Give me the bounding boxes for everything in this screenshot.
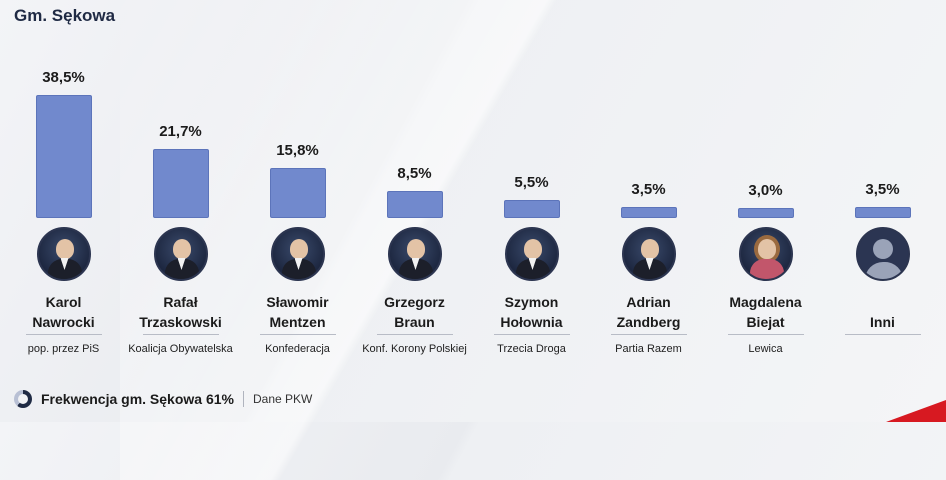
bar-6: [620, 206, 677, 218]
candidate-party: Partia Razem: [615, 343, 682, 355]
name-separator: [25, 334, 102, 335]
value-label: 8,5%: [397, 164, 432, 182]
candidate-first-name: Grzegorz: [384, 294, 445, 310]
turnout-ring-icon: [14, 390, 32, 408]
candidate-photo-icon: [504, 227, 559, 281]
name-separator: [610, 334, 687, 335]
candidate-last-name: Zandberg: [616, 314, 681, 330]
value-label: 38,5%: [42, 69, 85, 86]
bar-1: [35, 95, 92, 218]
footer-divider: [242, 391, 244, 407]
name-separator: [493, 334, 570, 335]
value-label: 21,7%: [159, 122, 202, 140]
candidate-photo-icon: [387, 227, 442, 281]
name-separator: [376, 334, 453, 335]
candidate-party: Trzecia Droga: [497, 343, 566, 355]
generic-person-icon: [855, 227, 910, 281]
value-label: 15,8%: [276, 141, 319, 159]
candidate-photo-icon: [153, 227, 208, 281]
candidate-party: Koalicja Obywatelska: [128, 343, 233, 355]
bar-7: [737, 208, 794, 218]
candidate-last-name: Inni: [870, 314, 895, 330]
bar-3: [269, 167, 326, 218]
name-separator: [142, 334, 219, 335]
turnout-label: Frekwencja gm. Sękowa 61%: [41, 391, 234, 407]
candidate-party: Konfederacja: [265, 343, 330, 355]
candidate-last-name: Nawrocki: [32, 314, 95, 330]
candidate-last-name: Mentzen: [269, 314, 326, 330]
candidate-first-name: Adrian: [626, 294, 671, 310]
bar-5: [503, 200, 560, 218]
value-label: 3,0%: [748, 182, 783, 199]
candidate-photo-icon: [738, 227, 793, 281]
candidate-photo-icon: [621, 227, 676, 281]
candidate-last-name: Biejat: [746, 314, 785, 330]
candidate-first-name: Sławomir: [266, 294, 329, 310]
candidate-last-name: Trzaskowski: [139, 314, 222, 330]
candidate-last-name: Hołownia: [500, 314, 563, 330]
value-label: 5,5%: [514, 174, 549, 192]
value-label: 3,5%: [631, 180, 666, 198]
bar-8: [854, 206, 911, 218]
candidate-first-name: Rafał: [163, 294, 198, 310]
results-chart: 38,5% Karol Nawrocki pop. przez PiS 21,7% Raf…: [25, 69, 921, 355]
candidate-photo-icon: [270, 227, 325, 281]
candidate-first-name: Magdalena: [729, 294, 802, 310]
candidate-photo-icon: [36, 227, 91, 281]
candidate-first-name: Szymon: [504, 294, 559, 310]
name-separator: [844, 334, 921, 335]
data-source: Dane PKW: [252, 392, 313, 406]
name-separator: [259, 334, 336, 335]
candidate-party: pop. przez PiS: [27, 343, 100, 355]
footer: Frekwencja gm. Sękowa 61% Dane PKW: [14, 388, 312, 410]
candidate-first-name: Karol: [45, 294, 82, 310]
candidate-last-name: Braun: [394, 314, 435, 330]
brand-corner: [886, 400, 946, 422]
candidate-party: Lewica: [748, 343, 783, 355]
bar-2: [152, 148, 209, 218]
candidate-party: Konf. Korony Polskiej: [362, 343, 467, 355]
value-label: 3,5%: [865, 180, 900, 198]
name-separator: [727, 334, 804, 335]
bar-4: [386, 190, 443, 218]
page-title: Gm. Sękowa: [14, 6, 116, 25]
